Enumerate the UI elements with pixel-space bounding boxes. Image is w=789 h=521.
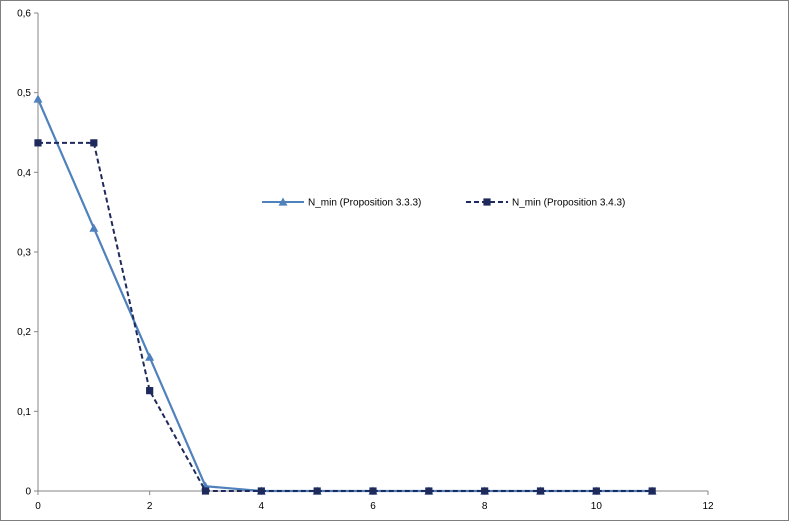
square-marker: [369, 487, 377, 495]
legend-item-2: N_min (Proposition 3.4.3): [466, 198, 625, 209]
square-marker: [257, 487, 265, 495]
square-marker: [201, 487, 210, 495]
y-tick-label: 0,1: [17, 407, 31, 418]
x-tick-label: 10: [591, 501, 603, 512]
x-tick-label: 6: [370, 501, 376, 512]
axes: 0 0,1 0,2 0,3 0,4 0,5 0,6 0 2 4 6 8 10 12: [17, 9, 714, 513]
legend-label: N_min (Proposition 3.4.3): [512, 198, 625, 209]
y-tick-label: 0,4: [17, 168, 31, 179]
y-tick-label: 0,3: [17, 248, 31, 259]
legend-item-1: N_min (Proposition 3.3.3): [262, 197, 421, 209]
legend-square-marker: [483, 198, 491, 206]
legend: N_min (Proposition 3.3.3) N_min (Proposit…: [262, 197, 625, 209]
series-line: [38, 141, 653, 492]
series-layer: [33, 94, 657, 495]
x-tick-label: 12: [702, 501, 714, 512]
series-line: [36, 98, 653, 493]
square-marker: [425, 487, 433, 495]
x-tick-label: 2: [147, 501, 153, 512]
y-tick-label: 0,5: [17, 88, 31, 99]
square-marker: [90, 139, 98, 147]
y-tick-label: 0,6: [17, 9, 31, 20]
square-marker: [648, 487, 656, 495]
y-tick-label: 0,2: [17, 327, 31, 338]
square-marker: [536, 487, 545, 495]
triangle-marker: [145, 352, 155, 361]
square-marker: [481, 487, 489, 495]
square-marker: [313, 487, 321, 495]
legend-label: N_min (Proposition 3.3.3): [308, 198, 421, 209]
y-tick-label: 0: [25, 487, 31, 498]
series-2: [34, 139, 656, 495]
x-tick-label: 4: [259, 501, 265, 512]
series-1: [33, 94, 657, 495]
square-marker: [592, 487, 600, 495]
x-tick-label: 8: [482, 501, 488, 512]
x-tick-label: 0: [35, 501, 41, 512]
square-marker: [146, 387, 154, 395]
triangle-marker: [89, 223, 99, 232]
triangle-marker: [33, 94, 43, 103]
square-marker: [34, 139, 42, 147]
legend-triangle-marker: [278, 197, 288, 206]
